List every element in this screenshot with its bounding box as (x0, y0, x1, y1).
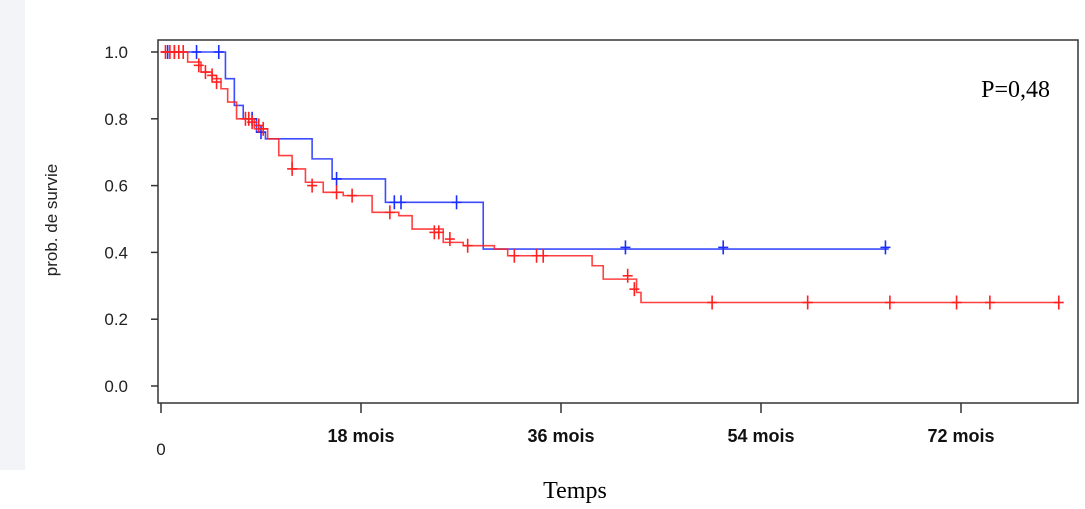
survival-curves (160, 45, 1064, 310)
censor-mark (620, 240, 631, 255)
censor-mark (462, 238, 473, 253)
censor-mark (622, 268, 633, 283)
censor-mark (193, 58, 204, 73)
censor-mark (207, 68, 218, 83)
x-axis: 0 18 mois 36 mois 54 mois 72 mois (156, 403, 995, 459)
censor-mark (256, 125, 266, 140)
survival-curve-1 (161, 51, 889, 250)
censor-mark (213, 45, 224, 59)
censor-mark (433, 225, 444, 240)
censor-mark (253, 118, 264, 133)
censor-mark (287, 161, 298, 176)
x-tick-label: 36 mois (527, 426, 594, 446)
censor-mark (509, 248, 520, 263)
y-tick-label: 0.6 (104, 177, 128, 196)
censor-mark (629, 282, 640, 297)
censor-mark (384, 205, 395, 220)
censor-mark (347, 188, 358, 203)
censor-mark (451, 195, 462, 210)
x-axis-label: Temps (543, 478, 607, 504)
plot-frame (157, 39, 1079, 404)
x-tick-label: 18 mois (327, 426, 394, 446)
censor-mark (884, 295, 895, 310)
x-tick-label: 0 (156, 440, 165, 459)
censor-mark (1053, 295, 1064, 310)
x-tick-label: 54 mois (727, 426, 794, 446)
censor-mark (331, 185, 342, 200)
censor-mark (331, 171, 342, 186)
y-tick-label: 0.2 (104, 310, 128, 329)
censor-mark (211, 75, 222, 90)
censor-mark (247, 115, 258, 130)
censor-mark (538, 248, 549, 263)
censor-mark (984, 295, 995, 310)
censor-mark (951, 295, 962, 310)
censor-mark (178, 45, 189, 59)
y-tick-label: 1.0 (104, 43, 128, 62)
censor-mark (444, 232, 455, 247)
censor-mark (880, 240, 891, 255)
censor-mark (258, 121, 269, 136)
left-margin-strip (0, 0, 25, 470)
y-axis: 0.0 0.2 0.4 0.6 0.8 1.0 (104, 43, 158, 396)
censor-mark (718, 240, 729, 255)
censor-mark (191, 45, 202, 59)
y-tick-label: 0.0 (104, 377, 128, 396)
censor-mark (396, 195, 406, 210)
censor-mark (707, 295, 718, 310)
survival-curve-2 (161, 51, 1061, 304)
y-axis-label: prob. de survie (42, 164, 61, 276)
censor-mark (200, 65, 211, 80)
censor-mark (307, 178, 318, 193)
censor-mark (802, 295, 813, 310)
y-tick-label: 0.4 (104, 243, 128, 262)
x-tick-label: 72 mois (927, 426, 994, 446)
y-tick-label: 0.8 (104, 110, 128, 129)
p-value-annotation: P=0,48 (981, 77, 1050, 103)
